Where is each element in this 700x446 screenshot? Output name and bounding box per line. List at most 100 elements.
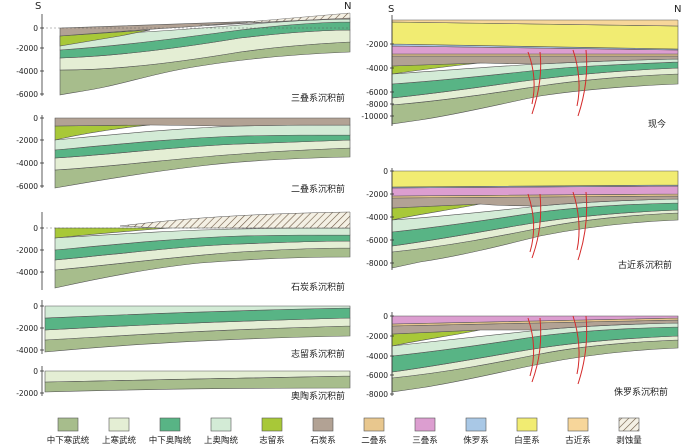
legend-label: 二叠系 bbox=[361, 435, 387, 446]
fault-line bbox=[577, 191, 588, 261]
layer-silurian bbox=[391, 203, 481, 221]
tick-label: -4000 bbox=[16, 67, 38, 76]
tick-label: -6000 bbox=[366, 236, 388, 245]
north-label-right: N bbox=[674, 4, 681, 15]
layer-ord-upper bbox=[54, 227, 351, 251]
fault-line bbox=[531, 51, 542, 115]
tick-label: -8000 bbox=[366, 390, 388, 399]
tick-label: -2000 bbox=[366, 332, 388, 341]
legend-swatch bbox=[465, 417, 487, 432]
tick-label: 0 bbox=[33, 114, 38, 123]
fault-line bbox=[572, 191, 580, 251]
layer-ord-upper bbox=[391, 322, 679, 357]
fault-line bbox=[572, 49, 580, 107]
panel-caption: 二叠系沉积前 bbox=[291, 183, 345, 195]
legend-label: 白垩系 bbox=[514, 435, 540, 446]
north-label-left: N bbox=[344, 1, 351, 12]
legend-label: 石炭系 bbox=[310, 435, 336, 446]
panel-caption: 石炭系沉积前 bbox=[291, 281, 345, 293]
layer-carboniferous bbox=[391, 319, 679, 335]
panel-caption: 现今 bbox=[648, 118, 666, 130]
legend-label: 剥蚀量 bbox=[616, 435, 642, 446]
layer-carboniferous bbox=[54, 117, 351, 127]
legend-label: 上奥陶统 bbox=[204, 435, 239, 446]
layer-cretaceous bbox=[391, 170, 679, 188]
panel-pre-permian: 0 -2000 -4000 -6000 二叠系沉积前 bbox=[16, 114, 351, 195]
tick-label: -2000 bbox=[16, 44, 38, 53]
legend-swatch bbox=[567, 417, 589, 432]
fault-line bbox=[531, 193, 542, 259]
layer-ord-upper bbox=[54, 124, 351, 151]
legend-label: 中下寒武统 bbox=[47, 435, 90, 446]
legend-swatch bbox=[159, 417, 181, 432]
panel-pre-jurassic: 0 -2000 -4000 -6000 -8000 侏罗系沉积前 bbox=[366, 312, 679, 399]
legend-swatch bbox=[210, 417, 232, 432]
layer-carboniferous bbox=[391, 195, 679, 209]
panel-pre-triassic: 0 -2000 -4000 -6000 三叠系沉积前 bbox=[16, 12, 351, 104]
tick-label: -2000 bbox=[16, 246, 38, 255]
legend-swatch bbox=[414, 417, 436, 432]
fault-line bbox=[527, 51, 535, 105]
tick-label: 0 bbox=[33, 24, 38, 33]
layer-silurian bbox=[59, 29, 151, 47]
tick-label: -2000 bbox=[16, 136, 38, 145]
legend-label: 三叠系 bbox=[412, 435, 438, 446]
legend: 中下寒武统 上寒武统 中下奥陶统 上奥陶统 志留系 石炭系 二叠系 三叠系 侏罗… bbox=[47, 417, 642, 446]
fault-line bbox=[527, 317, 535, 377]
layer-ord-upper bbox=[391, 58, 679, 85]
legend-label: 古近系 bbox=[565, 435, 591, 446]
tick-label: 0 bbox=[33, 224, 38, 233]
layer-carboniferous bbox=[59, 17, 351, 37]
panel-pre-paleogene: 0 -2000 -4000 -6000 -8000 古近系沉积前 bbox=[366, 167, 679, 271]
tick-label: -2000 bbox=[366, 190, 388, 199]
layer-ord-upper bbox=[59, 18, 351, 51]
tick-label: -4000 bbox=[16, 159, 38, 168]
legend-label: 中下奥陶统 bbox=[149, 435, 192, 446]
tick-label: -2000 bbox=[366, 40, 388, 49]
tick-label: -4000 bbox=[366, 213, 388, 222]
layer-ord-upper bbox=[391, 198, 679, 233]
layer-erosion bbox=[119, 211, 351, 229]
fault-line bbox=[531, 317, 542, 383]
tick-label: -4000 bbox=[366, 352, 388, 361]
panel-caption: 侏罗系沉积前 bbox=[614, 386, 668, 398]
layer-silurian bbox=[54, 227, 171, 239]
legend-label: 志留系 bbox=[259, 435, 285, 446]
tick-label: -10000 bbox=[361, 112, 388, 121]
tick-label: -6000 bbox=[16, 182, 38, 191]
legend-swatch bbox=[108, 417, 130, 432]
legend-swatch bbox=[312, 417, 334, 432]
legend-swatch bbox=[57, 417, 79, 432]
fault-line bbox=[577, 315, 588, 385]
tick-label: 0 bbox=[33, 302, 38, 311]
south-label-left: S bbox=[35, 1, 41, 12]
legend-swatch bbox=[363, 417, 385, 432]
tick-label: -6000 bbox=[366, 371, 388, 380]
tick-label: -2000 bbox=[16, 389, 38, 398]
tick-label: -4000 bbox=[16, 268, 38, 277]
panel-caption: 志留系沉积前 bbox=[291, 348, 345, 360]
tick-label: 0 bbox=[383, 312, 388, 321]
tick-label: 0 bbox=[33, 367, 38, 376]
panel-pre-ordovician: 0 -2000 奥陶系沉积前 bbox=[16, 366, 351, 402]
layer-carboniferous bbox=[391, 55, 679, 67]
legend-swatch bbox=[516, 417, 538, 432]
south-label-right: S bbox=[388, 4, 394, 15]
tick-label: -8000 bbox=[366, 259, 388, 268]
tick-label: 0 bbox=[383, 167, 388, 176]
panel-caption: 三叠系沉积前 bbox=[291, 92, 345, 104]
fault-line bbox=[577, 49, 588, 117]
legend-swatch bbox=[261, 417, 283, 432]
tick-label: -4000 bbox=[366, 64, 388, 73]
fault-line bbox=[527, 193, 535, 253]
layer-silurian bbox=[391, 329, 481, 347]
panel-caption: 奥陶系沉积前 bbox=[291, 390, 345, 402]
tick-label: -2000 bbox=[16, 324, 38, 333]
layer-ord-upper bbox=[44, 305, 351, 319]
fault-line bbox=[572, 315, 580, 375]
layer-erosion bbox=[199, 12, 351, 27]
legend-swatch bbox=[618, 417, 640, 432]
tick-label: -6000 bbox=[366, 88, 388, 97]
layer-cretaceous bbox=[391, 21, 679, 50]
legend-label: 侏罗系 bbox=[463, 435, 489, 446]
